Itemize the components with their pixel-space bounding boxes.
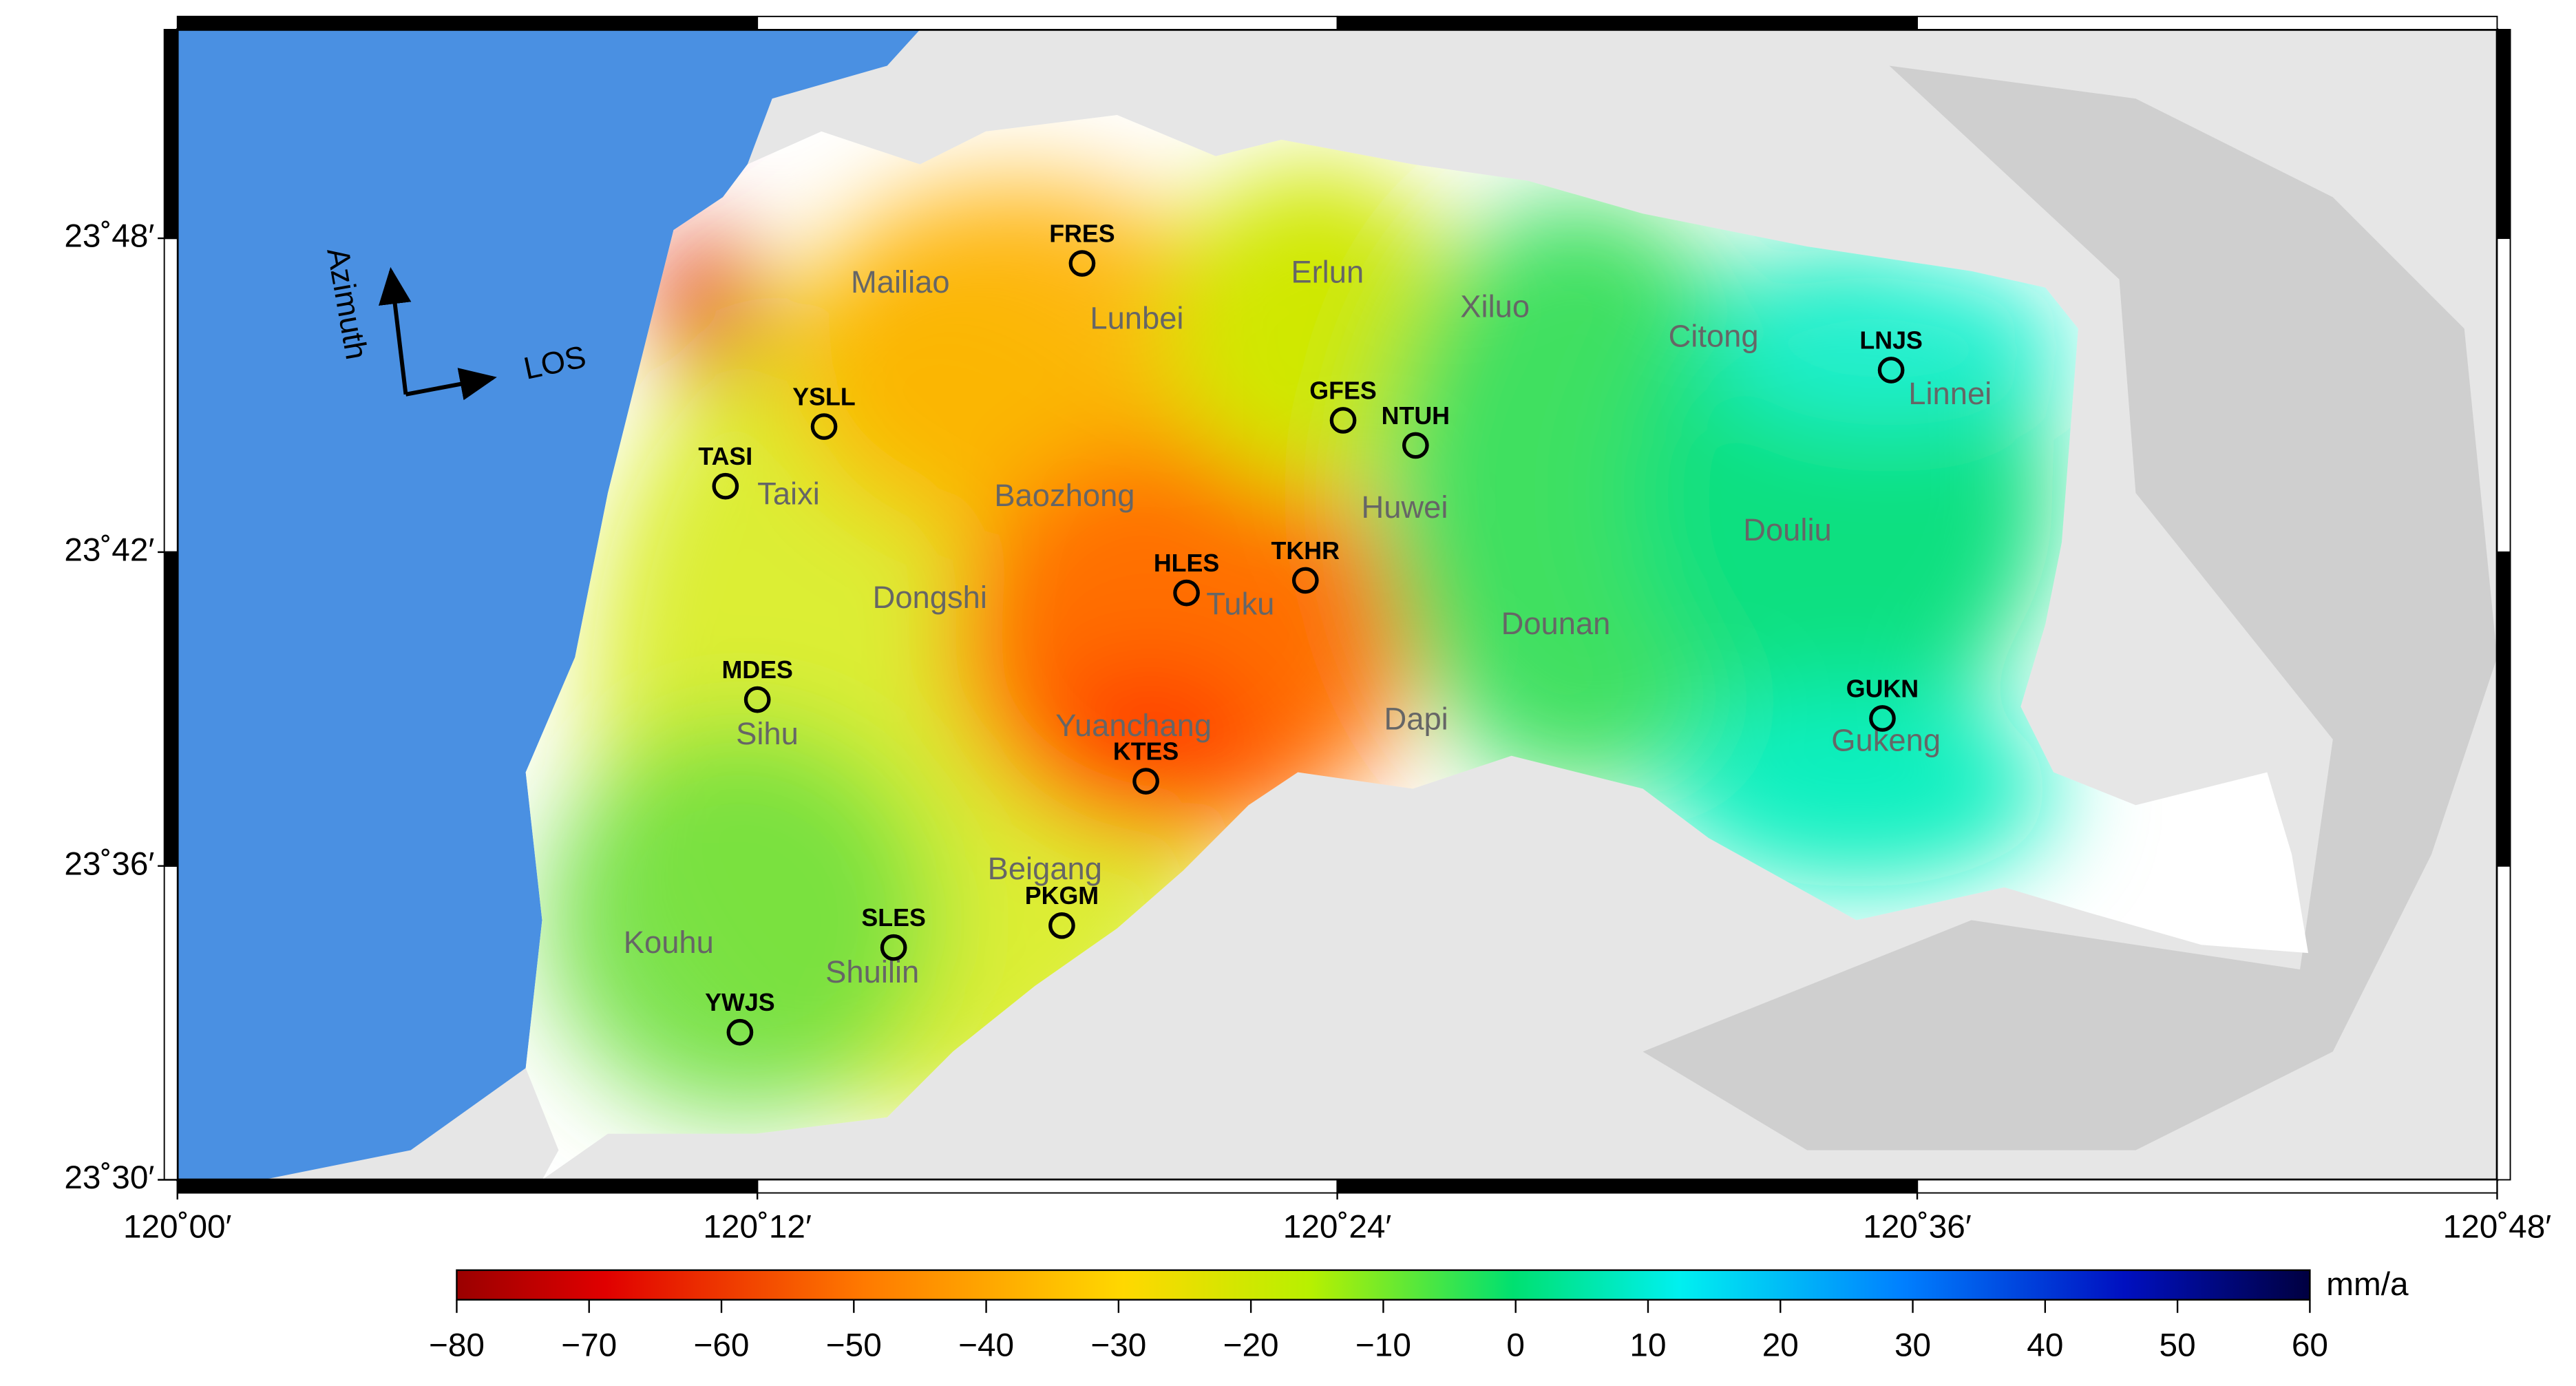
frame-bar	[163, 29, 178, 240]
colorbar-tick-label: −60	[694, 1327, 750, 1364]
place-name: Sihu	[736, 716, 799, 751]
place-name: Dapi	[1384, 702, 1448, 737]
colorbar-tick-label: −50	[826, 1327, 882, 1364]
station	[1048, 912, 1075, 939]
colorbar-tick-label: −70	[561, 1327, 617, 1364]
station	[810, 413, 838, 440]
station-label: YSLL	[792, 383, 855, 410]
place-name: Taixi	[757, 476, 820, 512]
frame-bar	[2496, 238, 2511, 553]
colorbar-tick-label: −40	[958, 1327, 1014, 1364]
y-tick-label: 23˚48′	[64, 218, 154, 255]
frame-bar	[1336, 15, 1918, 30]
colorbar-tick-label: −10	[1355, 1327, 1411, 1364]
place-name: Erlun	[1291, 255, 1364, 290]
colorbar-tick-label: −30	[1090, 1327, 1146, 1364]
frame-bar	[163, 238, 178, 553]
colorbar-tick-label: 20	[1762, 1327, 1799, 1364]
y-tick-label: 23˚30′	[64, 1159, 154, 1196]
station	[1877, 357, 1905, 384]
place-name: Lunbei	[1090, 300, 1183, 335]
frame-bar	[2496, 551, 2511, 867]
frame-bar	[757, 15, 1338, 30]
station-label: HLES	[1154, 549, 1219, 577]
station-label: PKGM	[1025, 882, 1099, 910]
place-name: Yuanchang	[1055, 708, 1212, 743]
x-tick-label: 120˚12′	[703, 1209, 812, 1246]
station	[1329, 407, 1357, 434]
frame-bar	[757, 1179, 1338, 1194]
place-name: Douliu	[1743, 512, 1832, 547]
place-name: Linnei	[1908, 376, 1992, 411]
frame-bar	[176, 1179, 759, 1194]
place-name: Kouhu	[624, 925, 714, 960]
station-label: YWJS	[705, 989, 774, 1016]
hillshade	[1643, 65, 2498, 1151]
frame-bar	[176, 15, 759, 30]
station-label: SLES	[861, 904, 925, 932]
frame-bar	[2496, 865, 2511, 1181]
place-name: Dongshi	[873, 580, 987, 615]
x-tick-label: 120˚48′	[2443, 1209, 2552, 1246]
station	[726, 1018, 754, 1046]
station	[880, 934, 907, 961]
colorbar-tick-label: 30	[1894, 1327, 1931, 1364]
station	[1173, 579, 1200, 607]
station-label: GUKN	[1846, 675, 1919, 702]
x-tick-label: 120˚00′	[123, 1209, 232, 1246]
place-name: Tuku	[1206, 587, 1274, 622]
colorbar-tick-label: −20	[1223, 1327, 1279, 1364]
colorbar	[456, 1269, 2311, 1301]
place-name: Citong	[1669, 319, 1759, 354]
station	[1402, 432, 1429, 459]
station	[743, 686, 771, 713]
frame-bar	[1917, 15, 2498, 30]
station	[712, 472, 739, 500]
place-name: Mailiao	[851, 264, 950, 300]
place-name: Huwei	[1361, 490, 1448, 525]
station-label: FRES	[1049, 220, 1115, 247]
place-name: Shuilin	[825, 954, 919, 989]
x-tick-label: 120˚24′	[1283, 1209, 1392, 1246]
frame-bar	[1917, 1179, 2498, 1194]
frame-bar	[163, 865, 178, 1181]
frame-bar	[163, 551, 178, 867]
colorbar-tick-label: −80	[429, 1327, 485, 1364]
place-name: Beigang	[988, 851, 1102, 886]
place-name: Dounan	[1501, 606, 1611, 641]
colorbar-unit: mm/a	[2326, 1266, 2409, 1303]
ocean	[177, 29, 920, 1180]
place-name: Baozhong	[994, 478, 1134, 513]
y-tick-label: 23˚36′	[64, 846, 154, 882]
colorbar-tick-label: 10	[1629, 1327, 1666, 1364]
x-tick-label: 120˚36′	[1863, 1209, 1972, 1246]
station-label: KTES	[1113, 738, 1179, 766]
deformation-field	[542, 164, 2070, 1117]
station	[1068, 250, 1096, 277]
station-label: GFES	[1309, 377, 1376, 404]
station-label: LNJS	[1859, 326, 1922, 354]
station-label: TKHR	[1271, 537, 1340, 565]
place-name: Xiluo	[1460, 289, 1530, 324]
station-label: NTUH	[1382, 402, 1450, 430]
station	[1291, 567, 1319, 594]
colorbar-tick-label: 60	[2292, 1327, 2328, 1364]
azimuth-arrow	[378, 266, 412, 395]
frame-bar	[1336, 1179, 1918, 1194]
station	[1132, 768, 1159, 795]
station	[1869, 705, 1896, 732]
colorbar-tick-label: 0	[1506, 1327, 1525, 1364]
station-label: TASI	[698, 443, 752, 470]
frame-bar	[2496, 29, 2511, 240]
los-arrow	[405, 368, 497, 401]
colorbar-tick-label: 50	[2160, 1327, 2196, 1364]
colorbar-tick-label: 40	[2027, 1327, 2063, 1364]
station-label: MDES	[721, 656, 792, 684]
y-tick-label: 23˚42′	[64, 532, 154, 568]
